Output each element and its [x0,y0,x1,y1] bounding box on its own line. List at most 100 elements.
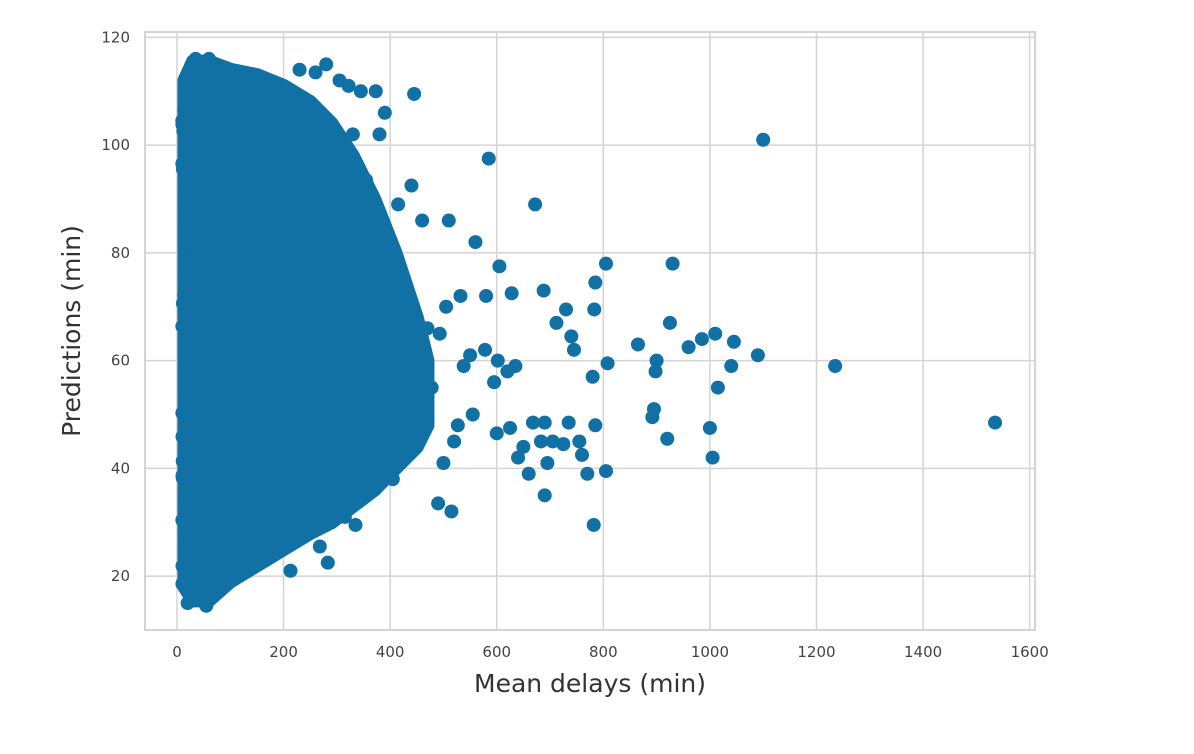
dense-point [319,327,334,342]
dense-point [369,287,384,302]
scatter-point [337,509,352,524]
dense-point [245,141,260,156]
scatter-point [710,380,725,395]
dense-point [291,187,306,202]
dense-point [386,252,401,267]
dense-point [211,261,226,276]
dense-point [347,433,362,448]
scatter-point [353,84,368,99]
scatter-point [393,418,408,433]
scatter-point [726,334,741,349]
scatter-point [564,329,579,344]
dense-point [306,309,321,324]
scatter-point [385,472,400,487]
scatter-point [500,364,515,379]
dense-point [252,319,267,334]
dense-point [244,335,259,350]
dense-point [231,363,246,378]
scatter-point [468,235,483,250]
scatter-point [177,121,192,136]
dense-point [188,484,203,499]
scatter-point [345,127,360,142]
scatter-point [567,342,582,357]
scatter-point [681,340,696,355]
dense-point [367,380,382,395]
dense-point [177,103,192,118]
dense-point [237,551,252,566]
scatter-point [645,410,660,425]
scatter-point [588,418,603,433]
dense-point [231,308,246,323]
dense-point [177,156,192,171]
scatter-point [223,550,238,565]
dense-point [268,431,283,446]
dense-point [287,462,302,477]
scatter-point [400,313,415,328]
x-tick-label: 1400 [904,643,942,661]
dense-point [361,192,376,207]
scatter-point [384,332,399,347]
dense-point [247,85,262,100]
dense-point [300,214,315,229]
x-tick-label: 1000 [691,643,729,661]
dense-point [331,300,346,315]
dense-point [185,579,200,594]
dense-point [251,453,266,468]
scatter-point [351,472,366,487]
scatter-point [756,132,771,147]
dense-point [319,212,334,227]
dense-point [198,71,213,86]
scatter-point [598,256,613,271]
scatter-point [660,431,675,446]
scatter-point [292,62,307,77]
dense-point [361,357,376,372]
dense-point [175,513,190,528]
scatter-points [177,51,1003,613]
dense-point [234,238,249,253]
dense-point [331,248,346,263]
scatter-point [407,86,422,101]
dense-point [255,379,270,394]
scatter-point [375,429,390,444]
dense-point [254,287,269,302]
scatter-point [319,57,334,72]
dense-point [388,380,403,395]
scatter-point [750,348,765,363]
dense-point [343,351,358,366]
x-tick-label: 200 [269,643,298,661]
scatter-point [705,450,720,465]
scatter-point [441,213,456,228]
scatter-point [561,415,576,430]
scatter-point [481,151,496,166]
scatter-point [199,598,214,613]
scatter-point [447,434,462,449]
scatter-point [463,348,478,363]
dense-point [246,515,261,530]
dense-point [180,399,195,414]
scatter-point [540,455,555,470]
dense-point [395,450,410,465]
scatter-point [549,315,564,330]
dense-point [220,445,235,460]
dense-point [178,241,193,256]
dense-point [242,259,257,274]
dense-point [283,319,298,334]
x-tick-label: 1200 [797,643,835,661]
dense-point [329,451,344,466]
scatter-point [456,359,471,374]
dense-point [224,267,239,282]
y-axis-label: Predictions (min) [57,225,86,437]
scatter-point [575,447,590,462]
scatter-point [439,299,454,314]
scatter-point [180,596,195,611]
dense-point [209,345,224,360]
scatter-point [453,288,468,303]
dense-point [242,355,257,370]
dense-point [368,304,383,319]
dense-point [269,290,284,305]
scatter-point [828,359,843,374]
dense-point [224,425,239,440]
scatter-point [708,326,723,341]
dense-point [412,399,427,414]
dense-point [328,220,343,235]
